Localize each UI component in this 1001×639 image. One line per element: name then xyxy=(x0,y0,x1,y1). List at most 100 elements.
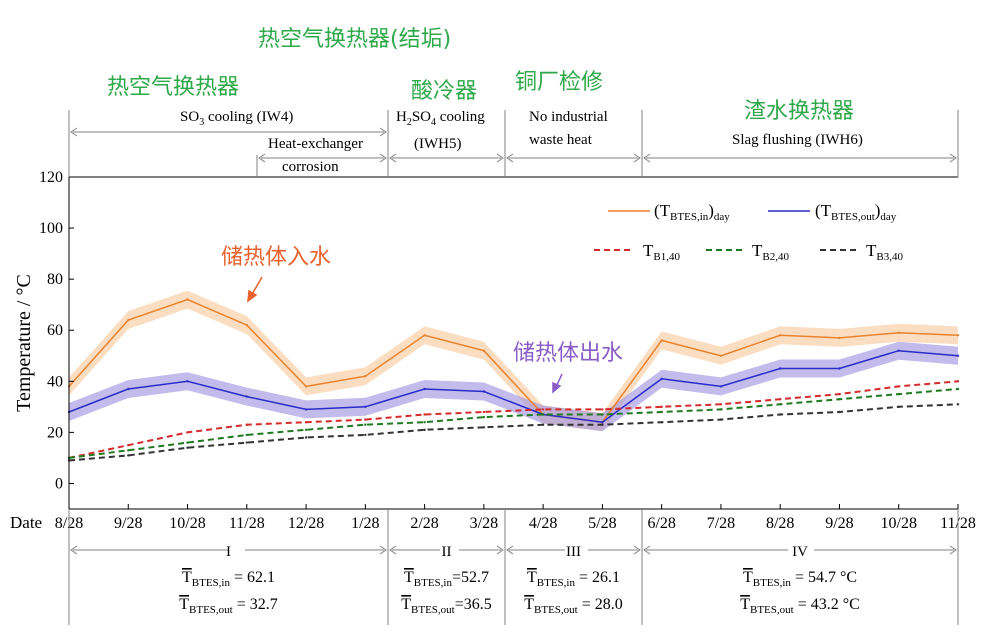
series-point-0-12 xyxy=(779,334,782,337)
annotation-inlet-arrow xyxy=(247,276,263,303)
series-point-2-8 xyxy=(541,408,545,411)
hx-corrosion-line1: Heat-exchanger xyxy=(268,136,363,152)
series-point-0-5 xyxy=(364,375,367,378)
series-point-3-14 xyxy=(897,392,900,396)
y-tick-label: 120 xyxy=(39,169,63,186)
x-tick-label: 6/28 xyxy=(647,515,675,532)
y-ticks: 0 20 40 60 80 100 120 xyxy=(39,169,74,492)
iwh5-label: (IWH5) xyxy=(414,136,461,152)
series-point-4-3 xyxy=(245,441,248,444)
series-point-2-4 xyxy=(304,421,308,424)
noind-line2: waste heat xyxy=(529,132,593,148)
series-bands xyxy=(69,290,958,432)
period-stat: TBTES,in = 26.1 xyxy=(527,569,620,589)
x-tick-label: 12/28 xyxy=(288,515,324,532)
y-tick-label: 0 xyxy=(55,475,63,492)
series-point-4-10 xyxy=(660,421,663,424)
series-point-0-15 xyxy=(956,334,960,337)
series-point-4-6 xyxy=(423,428,426,431)
y-axis-title: Temperature / °C xyxy=(13,274,35,412)
series-line-3 xyxy=(68,388,959,459)
series-line-0 xyxy=(68,298,959,424)
x-tick-label: 8/28 xyxy=(766,515,794,532)
x-tick-label: 10/28 xyxy=(169,515,205,532)
series-point-2-7 xyxy=(482,410,486,414)
series-point-3-9 xyxy=(601,413,604,416)
series-point-4-9 xyxy=(601,423,604,426)
series-point-3-2 xyxy=(186,441,189,444)
x-tick-label: 4/28 xyxy=(529,515,557,532)
series-point-3-8 xyxy=(541,413,545,416)
series-point-1-14 xyxy=(897,349,900,352)
zh-acid-label: 酸冷器 xyxy=(411,79,477,104)
series-point-4-14 xyxy=(897,405,900,408)
y-tick-label: 100 xyxy=(39,220,63,237)
period-label: IV xyxy=(792,544,808,560)
period-stat: TBTES,out = 43.2 °C xyxy=(740,596,860,616)
series-point-1-11 xyxy=(719,385,723,388)
series-point-0-6 xyxy=(423,334,426,337)
so3-label: SO3 cooling (IW4) xyxy=(180,109,293,128)
series-point-2-2 xyxy=(186,431,189,434)
series-point-4-8 xyxy=(541,423,545,426)
series-point-1-9 xyxy=(601,421,604,424)
x-tick-label: 2/28 xyxy=(410,515,438,532)
series-point-2-11 xyxy=(719,403,723,406)
series-point-2-9 xyxy=(601,408,604,411)
period-stat: TBTES,in = 54.7 °C xyxy=(743,569,857,589)
series-point-0-13 xyxy=(838,336,841,340)
bottom-periods: I TBTES,in = 62.1 TBTES,out = 32.7 II TBTES,… xyxy=(179,544,860,616)
series-point-4-4 xyxy=(304,436,308,439)
x-tick-label: 1/28 xyxy=(351,515,379,532)
hx-corrosion-line2: corrosion xyxy=(282,159,339,175)
y-tick-label: 80 xyxy=(47,271,63,288)
series-point-3-11 xyxy=(719,408,723,411)
annotation-inlet: 储热体入水 xyxy=(221,245,331,270)
series-point-0-3 xyxy=(245,323,248,327)
legend-label-b3: TB3,40 xyxy=(866,241,903,263)
x-axis-title: Date xyxy=(10,513,42,532)
series-point-3-4 xyxy=(304,428,308,431)
y-tick-label: 60 xyxy=(47,322,63,339)
zh-copper-label: 铜厂检修 xyxy=(515,70,603,95)
series-point-0-11 xyxy=(719,354,723,357)
series-line-1 xyxy=(68,349,959,423)
annotation-outlet-arrow xyxy=(552,373,563,394)
x-tick-label: 7/28 xyxy=(707,515,735,532)
series-point-1-15 xyxy=(956,354,960,357)
series-point-1-13 xyxy=(838,367,841,370)
series-point-0-1 xyxy=(127,318,130,322)
series-point-2-3 xyxy=(245,423,248,426)
series-point-0-10 xyxy=(660,339,663,342)
series-line-2 xyxy=(68,380,959,459)
series-point-3-3 xyxy=(245,433,248,437)
slag-label: Slag flushing (IWH6) xyxy=(732,132,863,148)
series-point-3-5 xyxy=(364,423,367,426)
series-point-4-13 xyxy=(838,410,841,414)
y-tick-label: 40 xyxy=(47,373,63,390)
legend-label-b2: TB2,40 xyxy=(752,241,789,263)
x-tick-label: 10/28 xyxy=(881,515,917,532)
series-point-4-12 xyxy=(779,413,782,416)
period-stat: TBTES,in = 62.1 xyxy=(182,569,275,589)
x-tick-label: 9/28 xyxy=(825,515,853,532)
series-point-2-5 xyxy=(364,418,367,421)
period-stat: TBTES,out = 28.0 xyxy=(524,596,623,616)
series-point-1-12 xyxy=(779,367,782,370)
series-point-2-1 xyxy=(127,444,130,447)
zh-fouling-label: 热空气换热器(结垢) xyxy=(258,27,451,52)
series-band-0 xyxy=(69,290,958,432)
series-point-1-7 xyxy=(482,390,486,393)
zh-slag-label: 渣水换热器 xyxy=(744,99,854,124)
series-point-0-4 xyxy=(304,385,308,388)
period-label: I xyxy=(226,544,231,560)
x-ticks: 8/28 9/28 10/28 11/28 12/28 1/28 2/28 3/28 4/28 5… xyxy=(55,504,976,532)
series-point-4-15 xyxy=(956,403,960,406)
series-band-1 xyxy=(69,341,958,432)
x-tick-label: 11/28 xyxy=(229,515,265,532)
series-point-2-6 xyxy=(423,413,426,416)
zh-air-label: 热空气换热器 xyxy=(107,75,239,100)
legend-label-inlet: (TBTES,in)day xyxy=(654,201,730,223)
period-stat: TBTES,out=36.5 xyxy=(401,596,492,616)
